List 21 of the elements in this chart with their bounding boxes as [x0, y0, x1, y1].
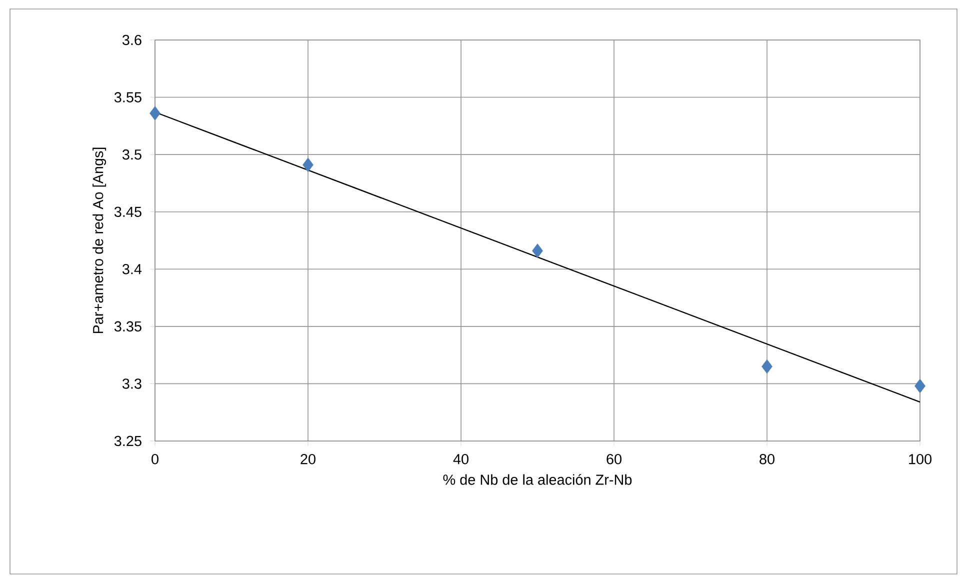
x-tick-label: 40	[453, 454, 468, 464]
y-tick-label: 3.45	[114, 206, 142, 217]
x-tick-label: 0	[152, 454, 158, 464]
x-tick-label: 60	[606, 454, 622, 464]
x-tick-label: 100	[909, 454, 932, 464]
x-axis-title: % de Nb de la aleación Zr-Nb	[443, 474, 632, 485]
point	[762, 359, 772, 374]
y-tick-label: 3.35	[114, 321, 142, 332]
point	[914, 378, 926, 394]
x-tick-label: 20	[300, 454, 316, 464]
y-tick-label: 3.5	[122, 149, 142, 160]
y-tick-label: 3.25	[114, 436, 142, 446]
y-axis-title: Par+ametro de red Ao [Angs]	[92, 148, 106, 334]
point	[150, 106, 160, 121]
point	[302, 158, 314, 172]
y-tick-label: 3.4	[122, 264, 142, 274]
y-tick-label: 3.55	[114, 92, 142, 102]
y-tick-label: 3.6	[122, 34, 142, 46]
y-tick-label: 3.3	[122, 378, 142, 389]
point	[532, 244, 543, 258]
x-tick-label: 80	[760, 454, 774, 464]
